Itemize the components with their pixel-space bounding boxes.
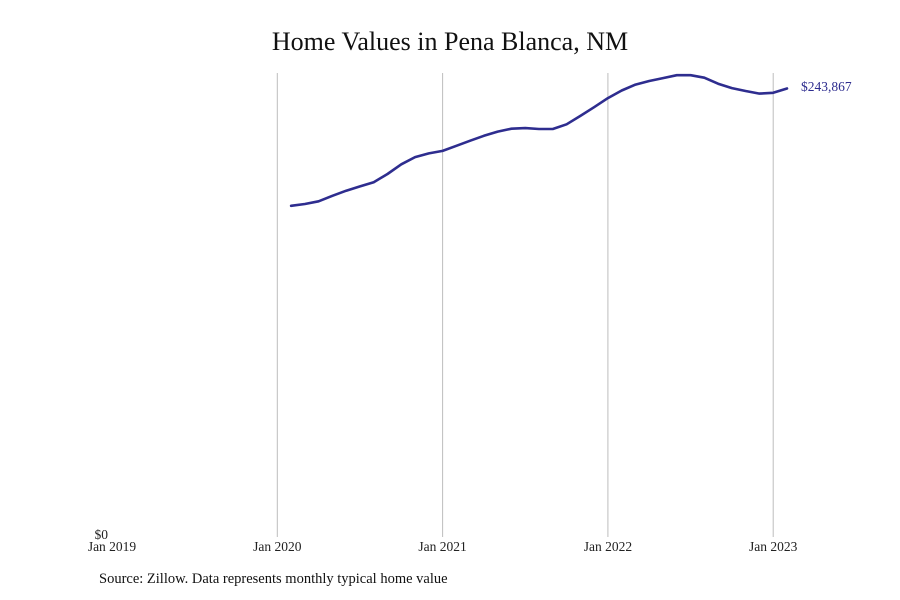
series-line bbox=[289, 73, 789, 208]
x-tick-label: Jan 2023 bbox=[749, 539, 798, 554]
x-tick-label: Jan 2020 bbox=[253, 539, 302, 554]
x-tick-label: Jan 2022 bbox=[584, 539, 632, 554]
grid-lines bbox=[276, 73, 774, 537]
source-note: Source: Zillow. Data represents monthly … bbox=[99, 571, 448, 587]
series-layer bbox=[289, 73, 789, 208]
axis-labels: Jan 2019 Jan 2020 Jan 2021 Jan 2022 Jan 2023… bbox=[88, 79, 852, 554]
chart-title: Home Values in Pena Blanca, NM bbox=[271, 27, 629, 56]
x-tick-label: Jan 2021 bbox=[418, 539, 466, 554]
x-tick-label: Jan 2019 bbox=[88, 539, 137, 554]
y-tick-label: $0 bbox=[95, 527, 109, 542]
end-value-label: $243,867 bbox=[801, 79, 852, 94]
